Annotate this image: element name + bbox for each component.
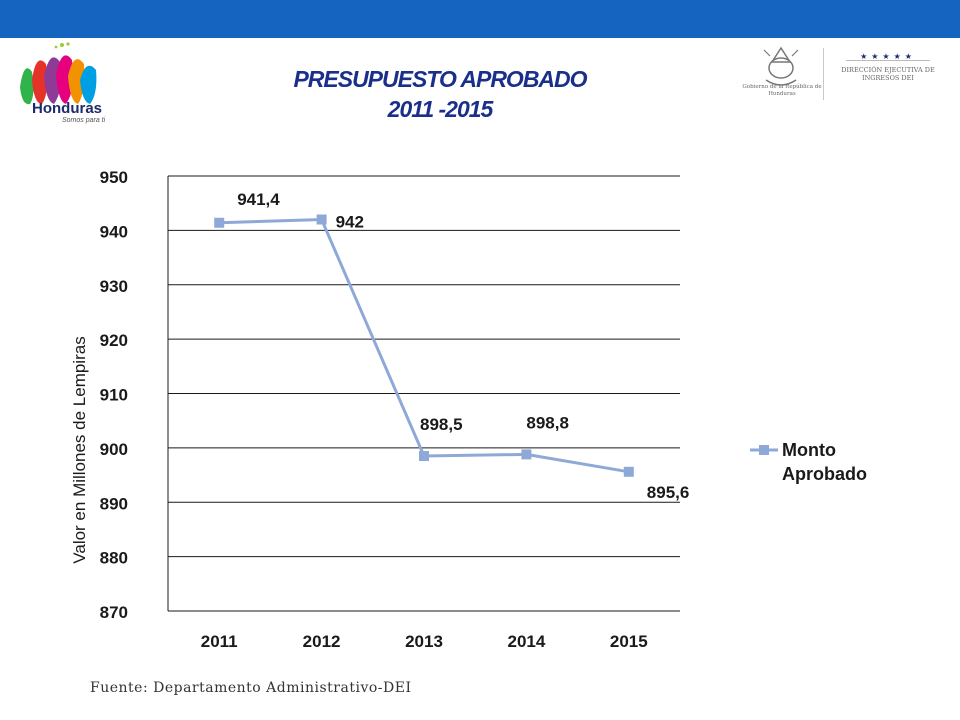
data-label: 942	[336, 213, 364, 232]
x-tick-label: 2014	[507, 632, 545, 651]
x-tick-label: 2011	[201, 632, 238, 651]
source-note: Fuente: Departamento Administrativo-DEI	[90, 680, 412, 696]
y-tick-label: 870	[100, 603, 128, 622]
x-tick-label: 2015	[610, 632, 648, 651]
data-label: 898,8	[526, 413, 569, 432]
x-tick-label: 2012	[303, 632, 341, 651]
dei-divider	[846, 60, 930, 61]
y-tick-label: 920	[100, 331, 128, 350]
y-tick-label: 940	[100, 222, 128, 241]
y-tick-label: 910	[100, 386, 128, 405]
brand-name: Honduras	[32, 100, 103, 117]
data-label: 941,4	[237, 190, 280, 209]
data-point-marker	[316, 214, 327, 225]
brand-tagline: Somos para ti	[62, 117, 106, 124]
x-tick-label: 2013	[405, 632, 443, 651]
data-point-marker	[521, 449, 532, 460]
header-separator	[823, 48, 824, 100]
top-bar	[0, 0, 960, 38]
legend-label: Monto Aprobado	[782, 440, 867, 484]
data-point-marker	[214, 217, 225, 228]
government-seal-icon	[763, 46, 799, 86]
honduras-logo	[20, 42, 97, 105]
dei-logo-text: DIRECCIÓN EJECUTIVA DE INGRESOS DEI	[841, 66, 935, 82]
data-point-marker	[419, 451, 429, 462]
government-seal-text: Gobierno de la República de Honduras	[742, 84, 822, 97]
legend-marker	[759, 445, 769, 455]
y-tick-label: 890	[100, 494, 128, 513]
data-label: 898,5	[420, 415, 463, 434]
y-tick-label: 900	[100, 440, 128, 459]
y-axis-label: Valor en Millones de Lempiras	[70, 336, 89, 564]
chart-title: PRESUPUESTO APROBADO	[293, 66, 587, 92]
data-label: 895,6	[647, 483, 690, 502]
data-point-marker	[623, 466, 634, 477]
y-tick-label: 880	[100, 549, 128, 568]
dei-stars: ★★★★★	[860, 52, 916, 61]
y-tick-label: 950	[100, 168, 128, 187]
y-tick-label: 930	[100, 277, 128, 296]
chart-subtitle: 2011 -2015	[387, 96, 494, 122]
